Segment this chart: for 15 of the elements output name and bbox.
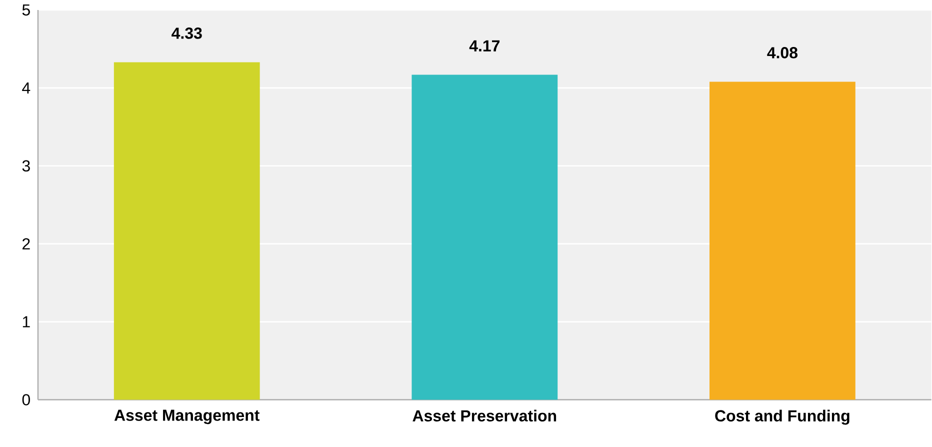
bar xyxy=(412,74,558,400)
y-tick-label: 3 xyxy=(22,160,30,172)
y-tick-label: 0 xyxy=(22,394,30,406)
y-tick-label: 5 xyxy=(22,4,30,16)
bar xyxy=(114,62,260,400)
data-label: 4.08 xyxy=(767,47,798,59)
y-tick-label: 1 xyxy=(22,316,30,328)
y-tick-label: 4 xyxy=(22,82,30,94)
x-tick-label: Cost and Funding xyxy=(715,410,850,425)
x-tick-label: Asset Preservation xyxy=(412,410,556,422)
x-tick-label: Asset Management xyxy=(114,410,260,424)
data-label: 4.33 xyxy=(172,28,202,40)
bar xyxy=(710,82,856,400)
y-tick-label: 2 xyxy=(22,238,30,250)
data-label: 4.17 xyxy=(469,40,500,52)
